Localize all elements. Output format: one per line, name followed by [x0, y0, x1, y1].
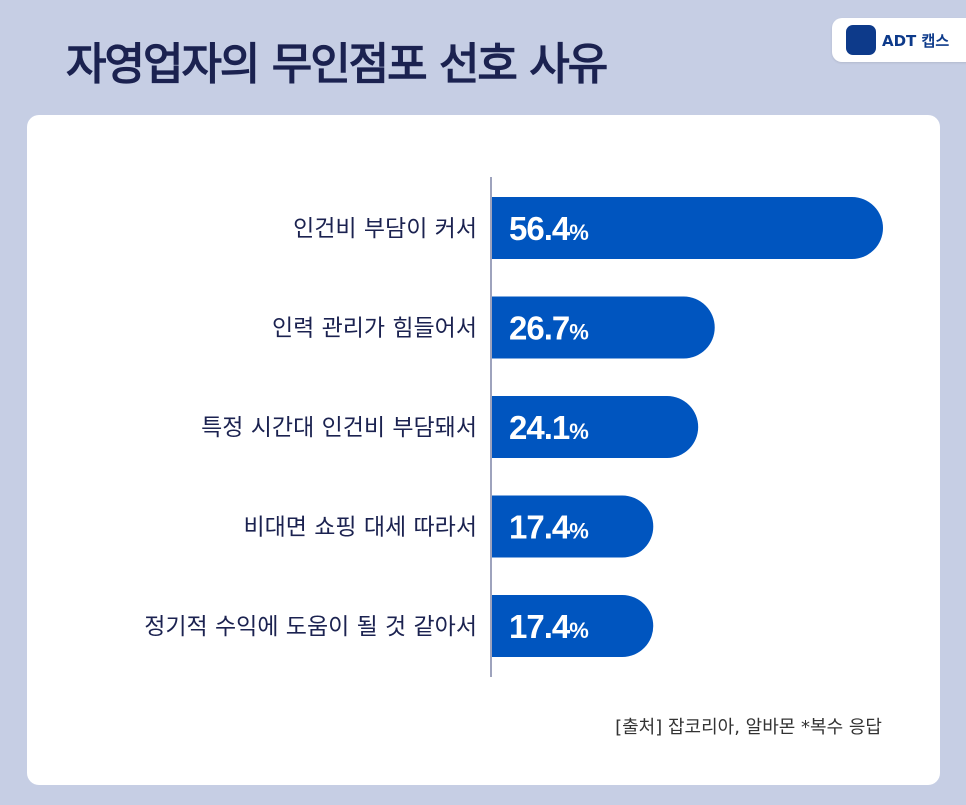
- unit-label: %: [569, 220, 588, 245]
- bar: [491, 495, 654, 558]
- page-title: 자영업자의 무인점포 선호 사유: [66, 39, 608, 90]
- category-label: 비대면 쇼핑 대세 따라서: [243, 515, 477, 541]
- adt-badge-icon: [846, 25, 876, 55]
- adt-caps-logo: ADT 캡스: [832, 18, 966, 62]
- bar-chart: 인건비 부담이 커서 56.4%인력 관리가 힘들어서 26.7%특정 시간대 인건…: [144, 177, 883, 677]
- bar: [491, 197, 883, 259]
- category-label: 특정 시간대 인건비 부담돼서: [201, 415, 477, 441]
- bar: [491, 396, 699, 458]
- unit-label: %: [569, 618, 588, 643]
- category-label: 인건비 부담이 커서: [293, 216, 477, 242]
- unit-label: %: [569, 519, 588, 544]
- unit-label: %: [569, 419, 588, 444]
- logo-text: ADT 캡스: [882, 31, 950, 50]
- chart-card: 인건비 부담이 커서 56.4% 인력 관리가 힘들어서 26.7% 특정 시간대 인건…: [27, 115, 940, 785]
- category-label: 인력 관리가 힘들어서: [272, 316, 477, 342]
- bar: [491, 296, 715, 359]
- source-note: [출처] 잡코리아, 알바몬 *복수 응답: [615, 717, 882, 738]
- unit-label: %: [569, 320, 588, 345]
- category-label: 정기적 수익에 도움이 될 것 같아서: [144, 614, 477, 640]
- bar: [491, 595, 654, 657]
